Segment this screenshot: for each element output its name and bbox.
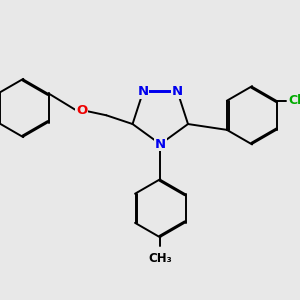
Text: O: O [76, 104, 87, 117]
Text: CH₃: CH₃ [148, 252, 172, 265]
Text: N: N [172, 85, 183, 98]
Text: Cl: Cl [288, 94, 300, 107]
Text: N: N [155, 138, 166, 151]
Text: N: N [138, 85, 149, 98]
